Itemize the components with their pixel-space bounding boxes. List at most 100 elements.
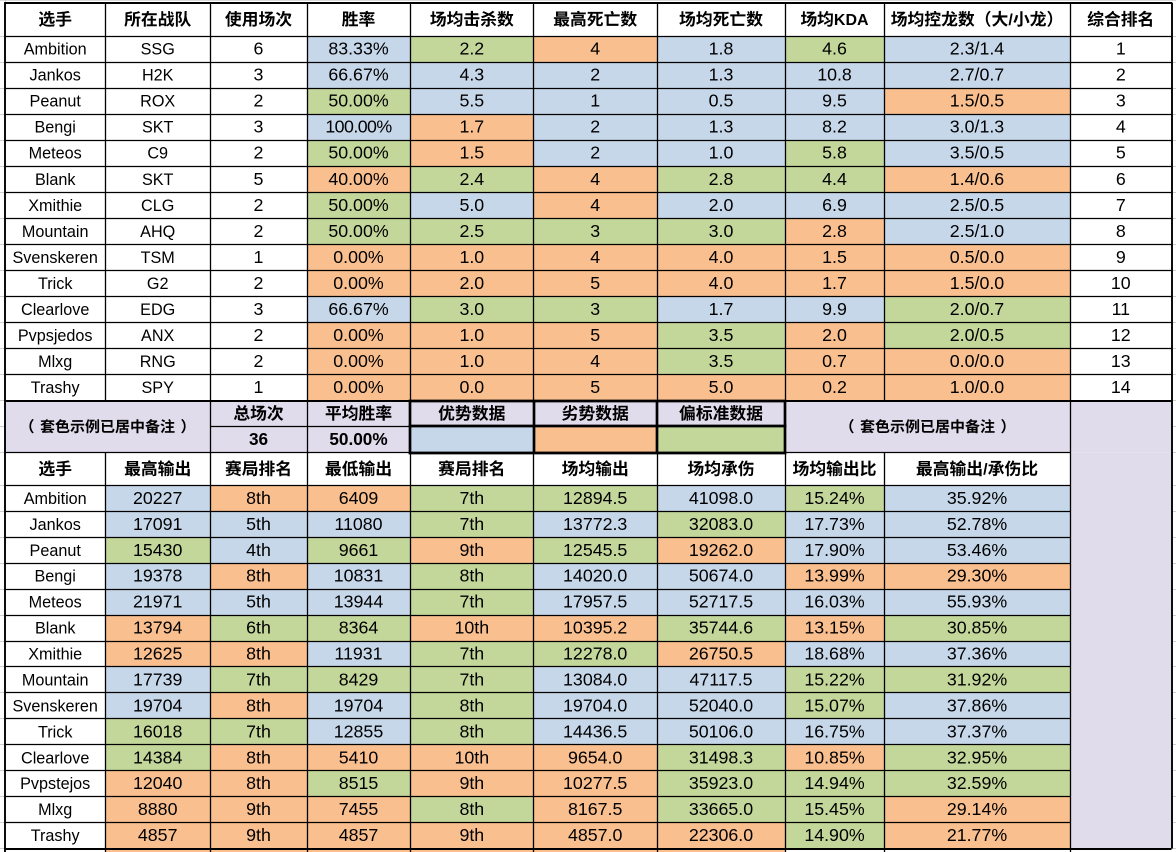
svg-text:37.37%: 37.37%: [947, 721, 1007, 741]
svg-text:12894.5: 12894.5: [563, 488, 627, 508]
svg-text:19378: 19378: [133, 566, 183, 586]
svg-text:Clearlove: Clearlove: [21, 749, 89, 767]
svg-text:3.0: 3.0: [709, 221, 734, 241]
svg-text:Svenskeren: Svenskeren: [12, 249, 97, 267]
svg-text:50.00%: 50.00%: [328, 91, 388, 111]
svg-text:5: 5: [254, 169, 264, 189]
svg-text:ANX: ANX: [141, 327, 174, 345]
svg-text:2: 2: [590, 117, 600, 137]
svg-text:4857: 4857: [339, 825, 379, 845]
svg-text:CLG: CLG: [141, 197, 174, 215]
svg-text:17739: 17739: [133, 670, 183, 690]
svg-text:Mlxg: Mlxg: [38, 353, 72, 371]
svg-text:4.4: 4.4: [822, 169, 847, 189]
svg-text:4: 4: [590, 169, 600, 189]
svg-text:52717.5: 52717.5: [689, 592, 753, 612]
svg-text:1.0: 1.0: [709, 143, 734, 163]
svg-text:0.0: 0.0: [459, 377, 484, 397]
svg-text:1.7: 1.7: [459, 117, 484, 137]
svg-text:1.3: 1.3: [709, 117, 734, 137]
svg-text:15.22%: 15.22%: [804, 670, 864, 690]
svg-text:0.00%: 0.00%: [333, 325, 384, 345]
svg-text:2.0: 2.0: [822, 325, 847, 345]
svg-text:3.5: 3.5: [709, 325, 734, 345]
svg-text:Svenskeren: Svenskeren: [12, 697, 97, 715]
svg-text:Bengi: Bengi: [34, 568, 75, 586]
svg-text:4.0: 4.0: [709, 247, 734, 267]
svg-text:0.00%: 0.00%: [333, 273, 384, 293]
svg-text:Trick: Trick: [38, 723, 73, 741]
svg-text:5.0: 5.0: [459, 195, 484, 215]
svg-text:Blank: Blank: [35, 620, 76, 638]
svg-text:20227: 20227: [133, 488, 182, 508]
svg-text:16.03%: 16.03%: [804, 592, 864, 612]
svg-text:5: 5: [590, 273, 600, 293]
svg-text:SKT: SKT: [142, 119, 174, 137]
svg-text:13: 13: [1111, 351, 1131, 371]
svg-text:10.8: 10.8: [817, 65, 852, 85]
svg-text:9654.0: 9654.0: [568, 747, 622, 767]
svg-text:52040.0: 52040.0: [689, 695, 753, 715]
svg-text:13772.3: 13772.3: [563, 514, 627, 534]
svg-text:17957.5: 17957.5: [563, 592, 627, 612]
svg-text:3.0: 3.0: [459, 299, 484, 319]
svg-text:4857: 4857: [138, 825, 178, 845]
svg-text:50106.0: 50106.0: [689, 721, 753, 741]
svg-text:1.5/0.0: 1.5/0.0: [950, 273, 1004, 293]
svg-text:9th: 9th: [459, 773, 484, 793]
svg-text:10831: 10831: [334, 566, 384, 586]
svg-text:10277.5: 10277.5: [563, 773, 627, 793]
svg-text:Trashy: Trashy: [31, 827, 81, 845]
svg-text:31498.3: 31498.3: [689, 747, 753, 767]
svg-text:8th: 8th: [459, 721, 484, 741]
svg-text:0.00%: 0.00%: [333, 351, 384, 371]
svg-text:1: 1: [590, 91, 600, 111]
svg-text:83.33%: 83.33%: [328, 39, 388, 59]
svg-text:50.00%: 50.00%: [328, 221, 388, 241]
svg-text:SSG: SSG: [141, 41, 175, 59]
svg-text:2: 2: [254, 351, 264, 371]
svg-text:5410: 5410: [339, 747, 379, 767]
svg-text:4th: 4th: [246, 540, 271, 560]
svg-text:Jankos: Jankos: [30, 516, 81, 534]
svg-text:Clearlove: Clearlove: [21, 301, 89, 319]
svg-text:1.8: 1.8: [709, 39, 734, 59]
svg-text:17.90%: 17.90%: [804, 540, 864, 560]
svg-text:29.14%: 29.14%: [947, 799, 1007, 819]
svg-text:66.67%: 66.67%: [328, 65, 388, 85]
svg-text:40.00%: 40.00%: [328, 169, 388, 189]
svg-text:Mountain: Mountain: [22, 672, 89, 690]
svg-text:4: 4: [590, 351, 600, 371]
svg-text:7th: 7th: [246, 670, 271, 690]
svg-text:5: 5: [1116, 143, 1126, 163]
svg-text:2: 2: [254, 221, 264, 241]
svg-text:19704: 19704: [133, 695, 183, 715]
svg-text:37.86%: 37.86%: [947, 695, 1007, 715]
svg-text:KDA: KDA: [834, 12, 869, 29]
svg-text:9.9: 9.9: [822, 299, 847, 319]
svg-text:1.0: 1.0: [459, 351, 484, 371]
svg-text:3: 3: [254, 65, 264, 85]
svg-text:1.0: 1.0: [459, 325, 484, 345]
svg-text:RNG: RNG: [140, 353, 176, 371]
svg-text:16018: 16018: [133, 721, 183, 741]
svg-text:1.7: 1.7: [709, 299, 734, 319]
svg-text:8429: 8429: [339, 670, 379, 690]
svg-text:0.5/0.0: 0.5/0.0: [950, 247, 1004, 267]
svg-text:2.4: 2.4: [459, 169, 484, 189]
svg-text:2.8: 2.8: [822, 221, 847, 241]
svg-text:17091: 17091: [133, 514, 183, 534]
svg-text:Trashy: Trashy: [31, 379, 81, 397]
svg-text:Meteos: Meteos: [29, 145, 82, 163]
svg-text:Peanut: Peanut: [30, 93, 82, 111]
svg-text:AHQ: AHQ: [140, 223, 175, 241]
svg-text:2: 2: [254, 143, 264, 163]
svg-text:50.00%: 50.00%: [329, 429, 387, 449]
svg-text:7th: 7th: [459, 670, 484, 690]
svg-text:32.59%: 32.59%: [947, 773, 1007, 793]
svg-text:33665.0: 33665.0: [689, 799, 753, 819]
svg-text:8th: 8th: [246, 773, 271, 793]
svg-text:13084.0: 13084.0: [563, 670, 627, 690]
svg-text:7455: 7455: [339, 799, 379, 819]
svg-text:22306.0: 22306.0: [689, 825, 753, 845]
